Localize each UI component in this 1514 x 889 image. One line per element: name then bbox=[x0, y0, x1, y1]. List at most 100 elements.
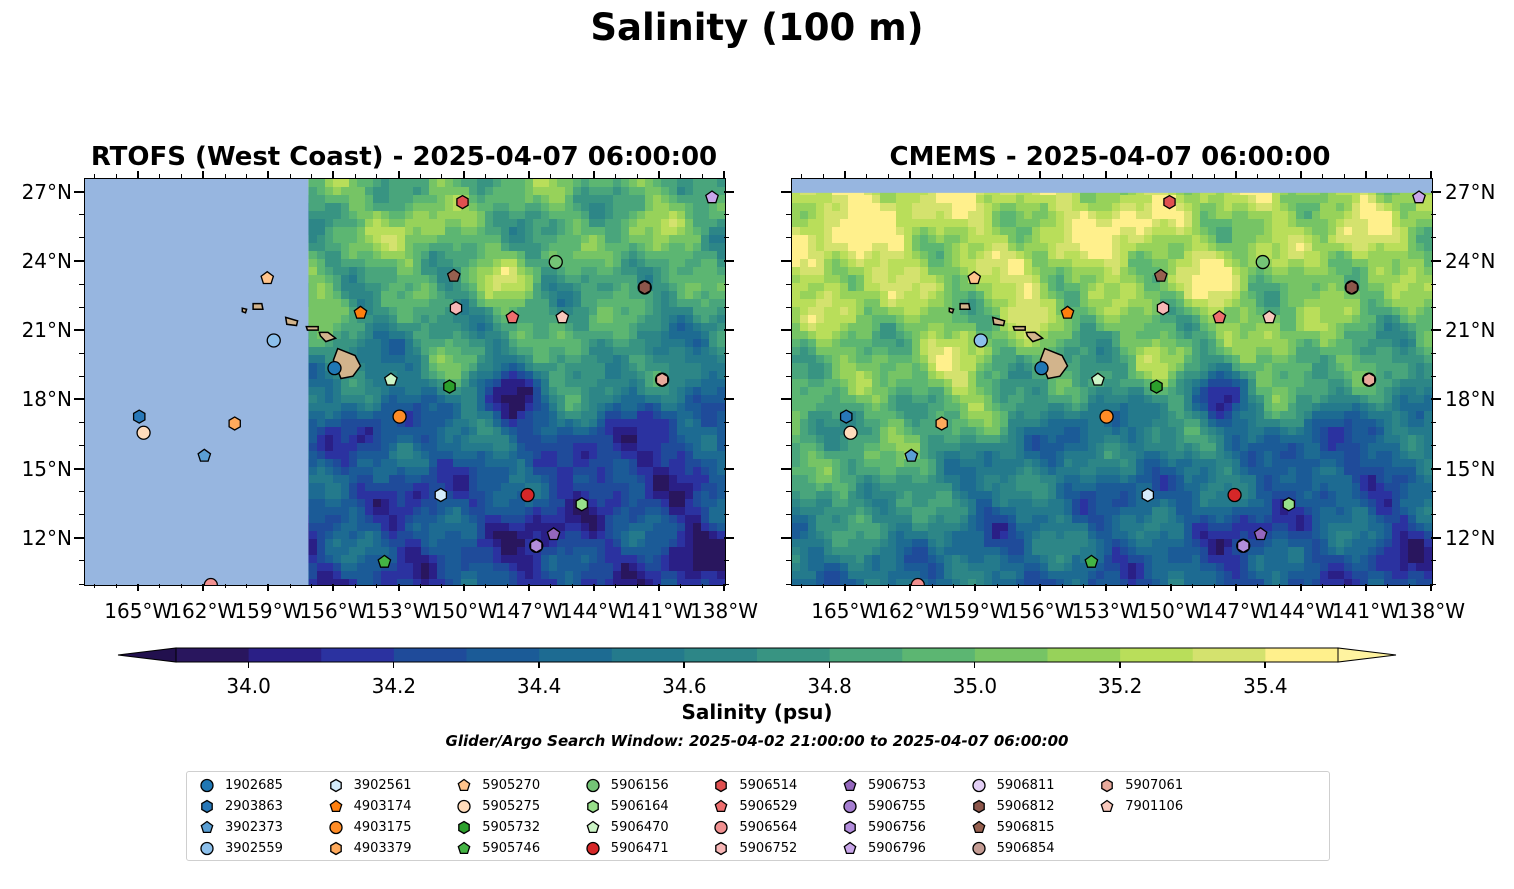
legend-entry: 3902373 bbox=[199, 817, 283, 837]
float-marker-5906164 bbox=[1282, 497, 1296, 512]
colorbar-label: Salinity (psu) bbox=[681, 700, 833, 724]
legend-label: 5906812 bbox=[996, 798, 1055, 814]
lon-tick-label: 156°W bbox=[1006, 599, 1075, 623]
lon-tick-label: 159°W bbox=[234, 599, 303, 623]
cmems-salinity-map bbox=[791, 178, 1433, 586]
float-marker-5905270 bbox=[967, 270, 982, 285]
legend-entry: 5906812 bbox=[971, 796, 1055, 816]
colorbar-bin bbox=[1265, 648, 1339, 662]
float-marker-2903863 bbox=[839, 409, 853, 424]
legend-label: 5906471 bbox=[610, 840, 669, 856]
island-shape bbox=[959, 302, 971, 311]
island-shape bbox=[991, 316, 1006, 327]
float-marker-5906752 bbox=[1156, 300, 1170, 316]
float-marker-5906752 bbox=[449, 300, 463, 316]
pentagon-marker-icon bbox=[1100, 799, 1114, 813]
legend-marker-5906156 bbox=[586, 778, 600, 793]
colorbar-tick-mark bbox=[1119, 662, 1121, 668]
legend-marker-4903174 bbox=[329, 799, 343, 813]
legend-entry: 4903174 bbox=[328, 796, 412, 816]
lon-tick-mark-top bbox=[1039, 171, 1042, 178]
lon-tick-label: 153°W bbox=[1071, 599, 1140, 623]
lon-tick-mark-top bbox=[267, 171, 270, 178]
float-marker-5906796 bbox=[705, 190, 719, 204]
colorbar-tick-mark bbox=[247, 662, 250, 668]
lat-tick-label: 27°N bbox=[1445, 179, 1496, 204]
legend-marker-5905275 bbox=[457, 799, 471, 814]
search-window-note: Glider/Argo Search Window: 2025-04-02 21… bbox=[445, 732, 1069, 750]
lat-tick-mark bbox=[74, 398, 84, 401]
legend-label: 5906811 bbox=[996, 777, 1055, 793]
float-marker-2903863 bbox=[132, 409, 146, 424]
legend-entry: 5906156 bbox=[585, 775, 669, 795]
lon-tick-mark-top bbox=[1430, 171, 1432, 178]
lat-tick-label: 24°N bbox=[1445, 249, 1496, 274]
legend-entry: 5906796 bbox=[842, 838, 926, 858]
legend-label: 5906756 bbox=[868, 819, 926, 835]
colorbar-bin bbox=[757, 648, 831, 662]
colorbar-bin bbox=[393, 648, 467, 662]
legend-label: 5906796 bbox=[868, 840, 926, 856]
lat-tick-mark bbox=[781, 329, 791, 332]
model-domain-mask bbox=[792, 179, 1432, 193]
legend-entry: 5905270 bbox=[456, 775, 540, 795]
legend-marker-5905732 bbox=[458, 820, 471, 835]
legend-label: 5905275 bbox=[482, 798, 541, 814]
colorbar-bin bbox=[1047, 648, 1121, 662]
hexagon-marker-icon bbox=[844, 820, 856, 835]
rtofs-salinity-map bbox=[84, 178, 726, 586]
legend-marker-4903175 bbox=[328, 820, 343, 835]
legend-marker-2903863 bbox=[201, 799, 213, 814]
lon-tick-label: 165°W bbox=[104, 599, 173, 623]
float-marker-5905275 bbox=[136, 425, 151, 440]
lat-tick-mark bbox=[781, 536, 791, 539]
lat-tick-mark bbox=[74, 536, 84, 539]
legend-entry: 5906164 bbox=[585, 796, 669, 816]
figure-title: Salinity (100 m) bbox=[590, 6, 924, 49]
legend-marker-5906753 bbox=[843, 778, 857, 792]
lon-tick-mark-top bbox=[657, 171, 660, 178]
lon-tick-label: 150°W bbox=[1136, 599, 1205, 623]
legend-label: 4903175 bbox=[353, 819, 412, 835]
pentagon-marker-icon bbox=[329, 799, 343, 813]
legend-entry: 5906755 bbox=[842, 796, 926, 816]
hexagon-marker-icon bbox=[715, 841, 728, 856]
pentagon-marker-icon bbox=[457, 841, 471, 855]
legend-entry: 4903175 bbox=[328, 817, 412, 837]
island-shape bbox=[1025, 331, 1045, 343]
legend-label: 5906156 bbox=[610, 777, 669, 793]
legend-entry: 4903379 bbox=[328, 838, 412, 858]
float-marker-4903379 bbox=[935, 416, 948, 431]
lat-tick-label: 15°N bbox=[21, 456, 72, 481]
salinity-colorbar bbox=[117, 647, 1397, 663]
island-shape bbox=[241, 307, 248, 314]
legend-marker-5905746 bbox=[457, 841, 471, 855]
island-shape bbox=[252, 302, 264, 311]
circle-marker-icon bbox=[971, 778, 986, 793]
float-marker-5906796 bbox=[1412, 190, 1426, 204]
legend-label: 5906854 bbox=[996, 840, 1055, 856]
island-shape bbox=[284, 316, 299, 327]
float-marker-5906470 bbox=[383, 372, 398, 386]
colorbar-tick-mark bbox=[392, 662, 395, 668]
legend-marker-5906471 bbox=[586, 841, 600, 856]
colorbar-frame bbox=[175, 647, 1339, 663]
legend-marker-4903379 bbox=[329, 841, 342, 856]
legend-label: 3902559 bbox=[225, 840, 283, 856]
lon-tick-mark-top bbox=[1299, 171, 1302, 178]
colorbar-tick-label: 34.0 bbox=[226, 674, 271, 698]
lon-tick-mark-top bbox=[332, 171, 335, 178]
lat-tick-label: 21°N bbox=[1445, 318, 1496, 343]
colorbar-bin bbox=[684, 648, 758, 662]
float-marker-5905270 bbox=[260, 270, 275, 285]
legend-entry: 5906811 bbox=[971, 775, 1055, 795]
lat-tick-mark bbox=[74, 329, 84, 332]
float-marker-5906756 bbox=[529, 538, 543, 554]
circle-marker-icon bbox=[971, 841, 986, 856]
float-marker-5905746 bbox=[1084, 554, 1099, 568]
float-marker-3902373 bbox=[904, 448, 919, 462]
legend-label: 2903863 bbox=[225, 798, 283, 814]
lon-tick-label: 138°W bbox=[1397, 599, 1465, 623]
circle-marker-icon bbox=[843, 799, 857, 814]
float-marker-5905732 bbox=[443, 379, 456, 394]
